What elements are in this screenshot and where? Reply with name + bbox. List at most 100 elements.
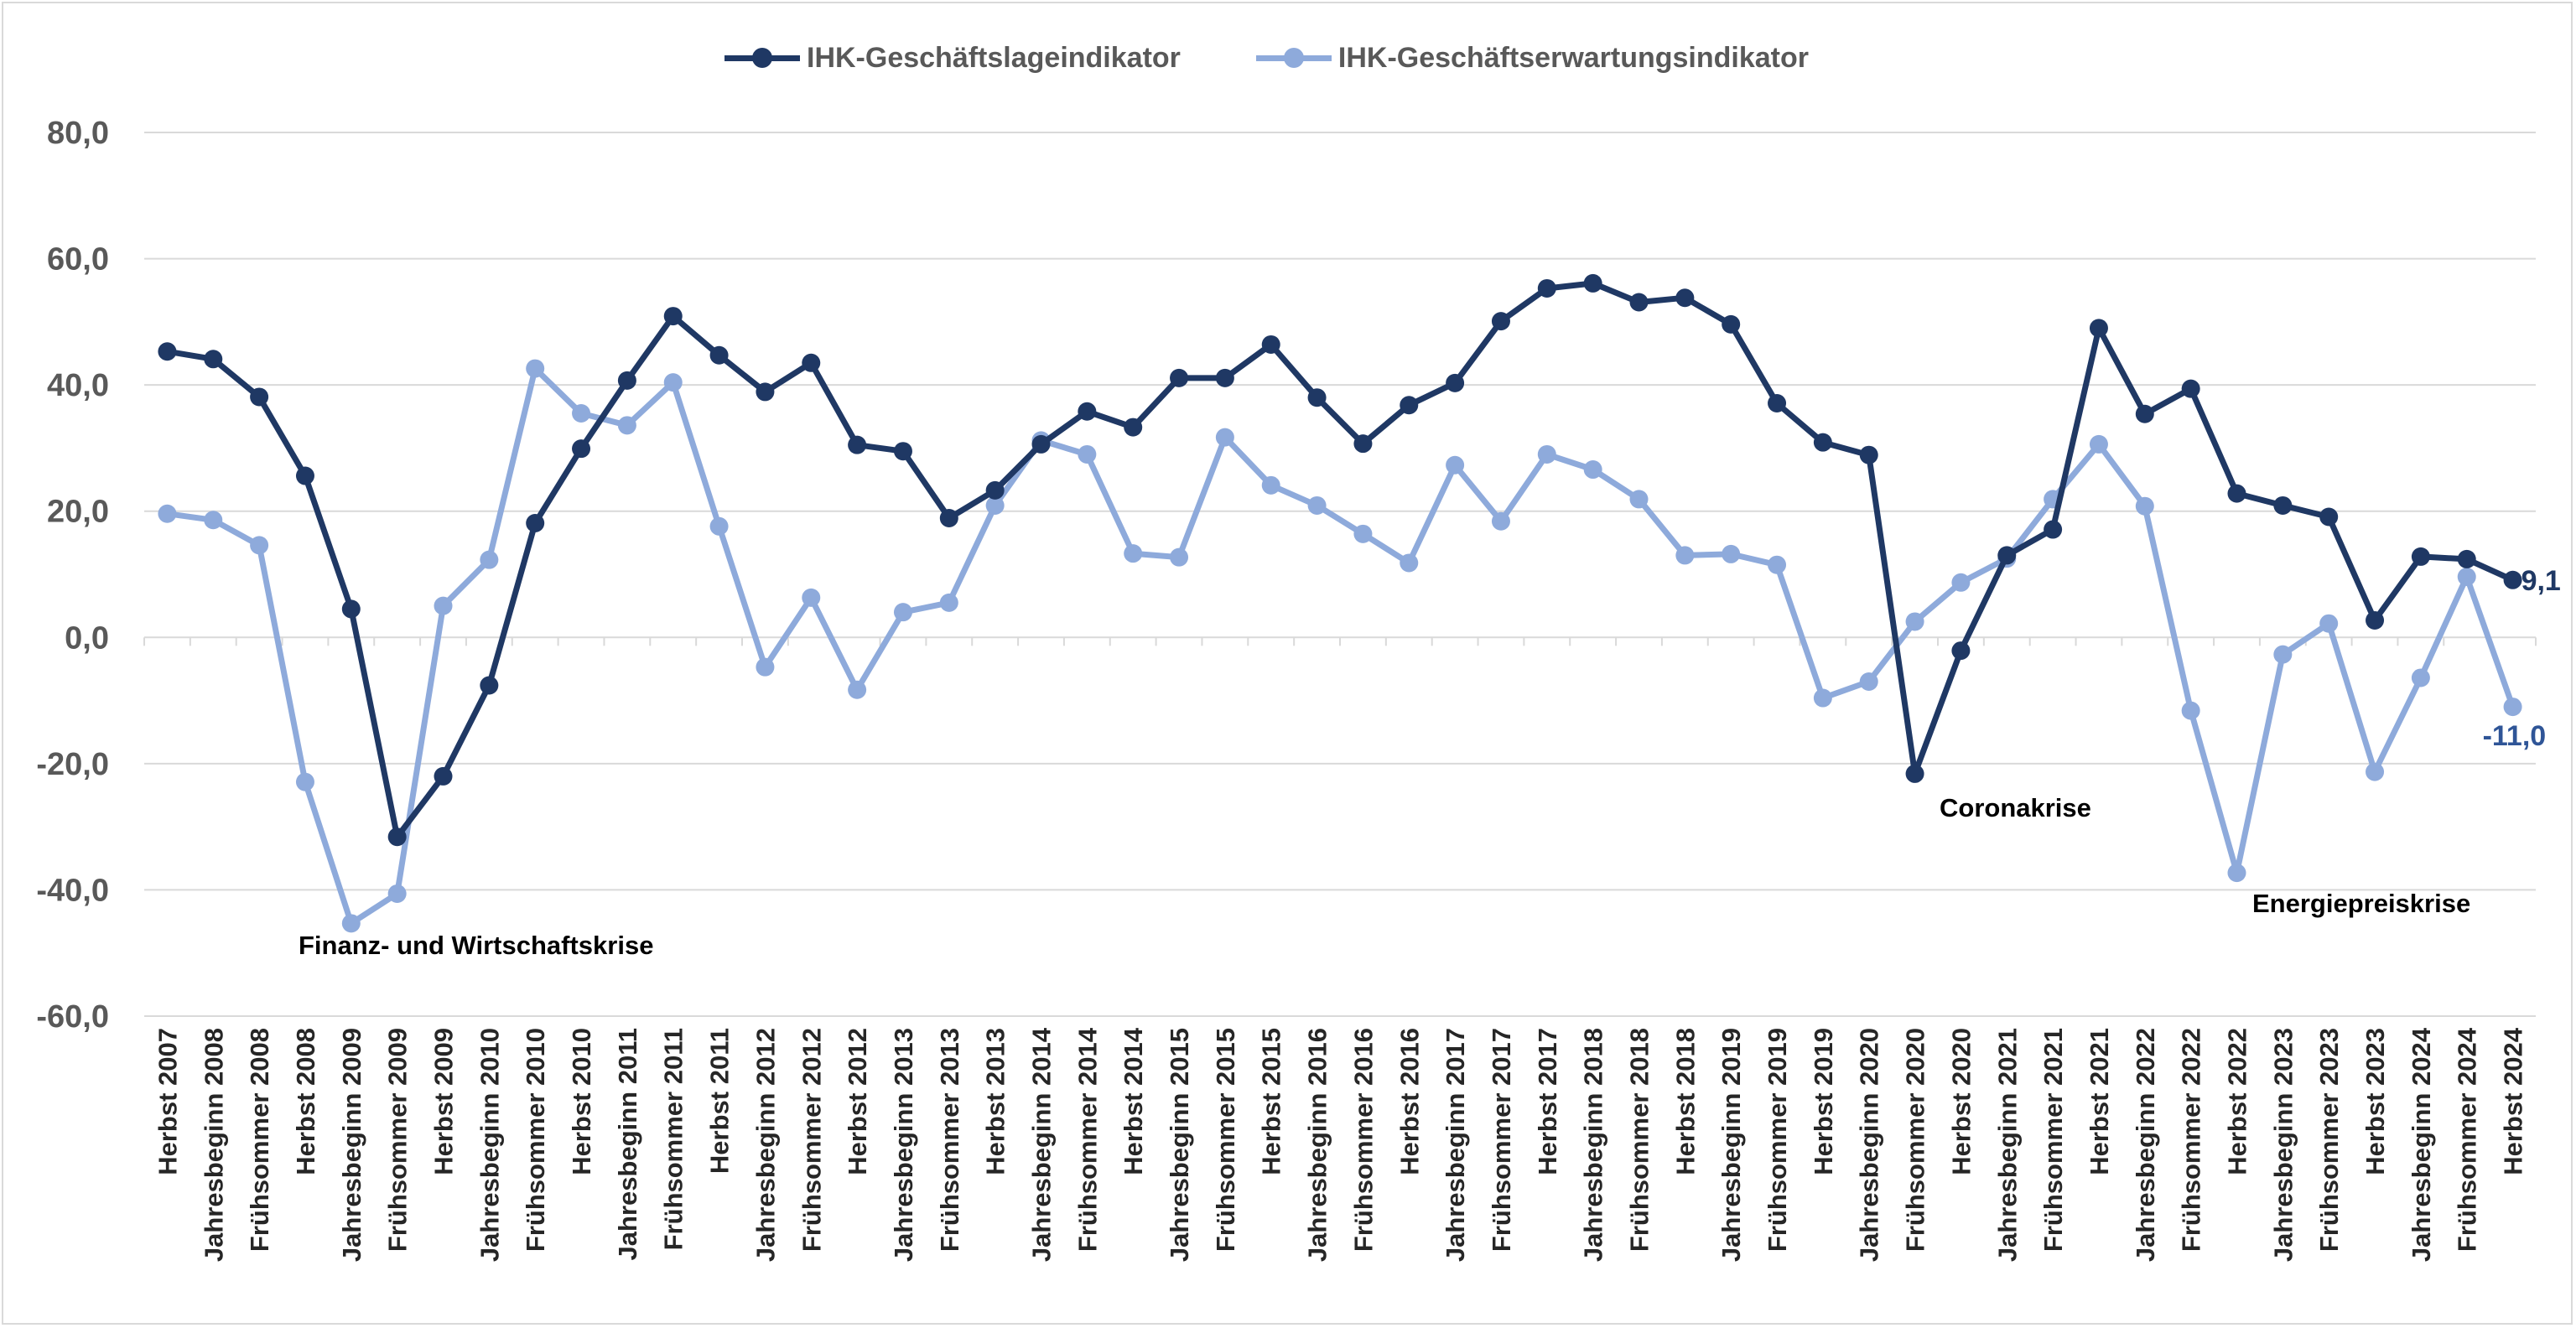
data-point <box>2089 319 2108 338</box>
annotation-label: Coronakrise <box>1940 793 2091 822</box>
data-point <box>341 599 361 619</box>
x-tick-label: Frühsommer 2012 <box>797 1028 826 1252</box>
x-tick-label: Jahresbeginn 2016 <box>1303 1028 1332 1262</box>
legend-label-geschaeftslage: IHK-Geschäftslageindikator <box>807 41 1181 74</box>
x-tick-label: Herbst 2013 <box>981 1028 1010 1175</box>
data-point <box>2273 495 2293 515</box>
data-point <box>1446 455 1465 475</box>
data-point <box>2366 610 2385 630</box>
data-point <box>158 342 177 361</box>
data-point <box>1629 293 1649 312</box>
data-point <box>204 350 223 369</box>
y-tick-label: 60,0 <box>47 242 109 278</box>
data-point <box>572 439 591 459</box>
x-tick-label: Frühsommer 2021 <box>2038 1028 2068 1252</box>
x-axis <box>143 636 2537 646</box>
data-point <box>434 766 453 786</box>
data-point <box>848 680 867 699</box>
data-point <box>387 827 407 847</box>
x-tick-label: Frühsommer 2018 <box>1625 1028 1654 1252</box>
x-tick-label: Frühsommer 2013 <box>935 1028 964 1252</box>
data-point <box>2135 404 2154 423</box>
x-tick-label: Frühsommer 2011 <box>659 1028 688 1250</box>
data-point <box>2457 568 2476 587</box>
x-tick-label: Herbst 2014 <box>1119 1027 1148 1175</box>
data-point <box>1859 672 1878 691</box>
x-tick-label: Frühsommer 2010 <box>521 1028 550 1252</box>
x-tick-label: Frühsommer 2023 <box>2314 1028 2344 1252</box>
legend-label-geschaeftserwartung: IHK-Geschäftserwartungsindikator <box>1337 41 1810 74</box>
x-tick-label: Frühsommer 2008 <box>245 1028 274 1252</box>
data-point <box>1905 764 1924 783</box>
x-tick-label: Frühsommer 2022 <box>2177 1028 2206 1252</box>
data-point <box>802 353 821 372</box>
x-tick-label: Frühsommer 2017 <box>1487 1028 1516 1252</box>
data-point <box>985 495 1005 515</box>
data-point <box>2319 614 2339 633</box>
y-axis-ticks: 80,0 60,0 40,0 20,0 0,0 -20,0 -40,0 -60,0 <box>36 116 109 1035</box>
data-point <box>1951 641 1971 661</box>
data-point <box>1353 524 1373 543</box>
x-tick-label: Herbst 2024 <box>2499 1027 2528 1175</box>
gridlines <box>144 132 2536 1017</box>
x-tick-label: Herbst 2007 <box>153 1028 182 1175</box>
end-label: 9,1 <box>2521 565 2561 597</box>
y-tick-label: 0,0 <box>65 620 109 656</box>
data-point <box>1675 546 1695 565</box>
annotation-label: Finanz- und Wirtschaftskrise <box>299 931 653 960</box>
x-tick-label: Jahresbeginn 2010 <box>475 1028 504 1262</box>
data-point <box>295 466 314 485</box>
x-tick-label: Herbst 2016 <box>1394 1028 1424 1175</box>
data-point <box>2319 507 2339 527</box>
x-tick-label: Frühsommer 2024 <box>2453 1027 2482 1252</box>
data-point <box>1951 573 1971 592</box>
data-point <box>2044 520 2063 539</box>
x-tick-label: Jahresbeginn 2019 <box>1716 1028 1746 1262</box>
data-point <box>985 480 1005 500</box>
data-point <box>1307 388 1327 407</box>
data-point <box>1537 444 1556 464</box>
legend-item-geschaeftslage: IHK-Geschäftslageindikator <box>724 37 1181 79</box>
data-point <box>1124 544 1143 563</box>
series-line <box>164 280 2516 840</box>
series-lines <box>158 273 2522 933</box>
x-tick-label: Frühsommer 2020 <box>1901 1028 1930 1252</box>
x-tick-label: Jahresbeginn 2021 <box>1992 1028 2022 1262</box>
data-point <box>387 884 407 903</box>
data-point <box>250 387 269 407</box>
data-point <box>1629 490 1649 509</box>
data-point <box>2181 701 2200 720</box>
x-tick-label: Jahresbeginn 2020 <box>1855 1028 1884 1262</box>
data-point <box>2411 547 2430 566</box>
data-point <box>2135 496 2154 516</box>
x-tick-label: Frühsommer 2015 <box>1211 1028 1240 1252</box>
x-tick-label: Herbst 2023 <box>2360 1028 2390 1175</box>
x-tick-label: Jahresbeginn 2011 <box>613 1028 642 1260</box>
data-point <box>663 307 683 326</box>
data-point <box>1997 546 2017 565</box>
x-tick-label: Jahresbeginn 2009 <box>337 1028 366 1262</box>
data-point <box>1124 418 1143 437</box>
data-point <box>526 359 545 378</box>
data-point <box>250 536 269 555</box>
data-point <box>1078 444 1097 464</box>
data-point <box>1583 273 1602 293</box>
data-point <box>158 504 177 523</box>
x-tick-label: Herbst 2008 <box>291 1028 320 1175</box>
x-tick-label: Herbst 2010 <box>567 1028 596 1175</box>
annotations: 9,1 -11,0 Finanz- und Wirtschaftskrise Coro… <box>299 565 2561 960</box>
x-tick-label: Jahresbeginn 2015 <box>1165 1028 1194 1262</box>
data-point <box>2503 698 2522 717</box>
data-point <box>2227 484 2246 503</box>
data-point <box>709 516 729 536</box>
data-point <box>1675 288 1695 308</box>
data-point <box>1215 428 1234 447</box>
x-tick-label: Jahresbeginn 2014 <box>1027 1027 1057 1262</box>
data-point <box>1768 555 1787 574</box>
data-point <box>1813 688 1832 708</box>
data-point <box>2366 762 2385 781</box>
data-point <box>2411 668 2430 687</box>
y-tick-label: -60,0 <box>36 999 109 1035</box>
data-point <box>2273 645 2293 664</box>
x-axis-ticks: Herbst 2007 Jahresbeginn 2008 Frühsommer 2… <box>153 1027 2527 1262</box>
